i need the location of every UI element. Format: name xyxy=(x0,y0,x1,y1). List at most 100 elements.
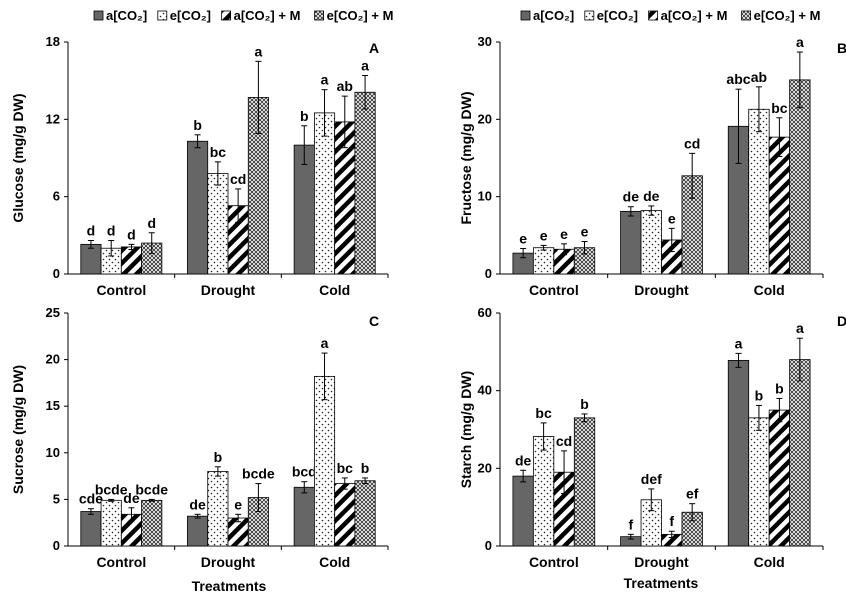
significance-letter: a xyxy=(321,335,329,351)
significance-letter: b xyxy=(775,380,784,396)
legend-swatch-striped xyxy=(221,10,232,21)
category-label: Control xyxy=(96,554,146,570)
significance-letter: a xyxy=(321,72,329,88)
panel-letter: D xyxy=(837,313,846,329)
bar xyxy=(187,515,209,547)
significance-letter: b xyxy=(361,460,370,476)
y-tick-label: 10 xyxy=(46,445,60,460)
significance-letter: b xyxy=(214,449,223,465)
bar xyxy=(768,409,791,547)
bar xyxy=(293,486,315,547)
category-label: Cold xyxy=(319,554,350,570)
significance-letter: def xyxy=(641,471,662,487)
significance-letter: bc xyxy=(337,460,354,476)
legend-swatch-dotted xyxy=(157,10,168,21)
legend-label: a[CO₂] + M xyxy=(234,8,301,23)
y-tick-label: 60 xyxy=(478,305,492,320)
significance-letter: de xyxy=(643,188,660,204)
category-label: Drought xyxy=(634,554,689,570)
y-tick-label: 20 xyxy=(478,460,492,475)
y-tick-label: 6 xyxy=(53,189,60,204)
bar xyxy=(80,243,102,275)
significance-letter: d xyxy=(87,222,96,238)
significance-letter: e xyxy=(234,496,242,512)
significance-letter: a xyxy=(361,58,369,74)
legend-swatch-solid xyxy=(520,10,531,21)
category-label: Cold xyxy=(319,282,350,298)
significance-letter: e xyxy=(581,224,589,240)
y-axis-label: Fructose (mg/g DW) xyxy=(458,92,474,225)
significance-letter: a xyxy=(796,34,804,50)
legend-swatch-crosshatch xyxy=(741,10,751,21)
significance-letter: bcde xyxy=(242,466,275,482)
x-axis-title: Treatments xyxy=(624,575,699,591)
legend-swatch-striped xyxy=(648,10,658,21)
bar xyxy=(141,499,163,547)
category-label: Control xyxy=(529,554,579,570)
significance-letter: abc xyxy=(726,71,750,87)
bar xyxy=(789,79,811,275)
legend-label: e[CO₂] + M xyxy=(327,8,394,23)
y-tick-label: 0 xyxy=(53,266,60,281)
category-label: Control xyxy=(529,282,579,298)
significance-letter: de xyxy=(623,189,640,205)
bar xyxy=(748,108,770,275)
y-tick-label: 25 xyxy=(46,305,60,320)
bar xyxy=(334,483,356,547)
significance-letter: bcde xyxy=(95,481,128,497)
significance-letter: b xyxy=(300,108,309,124)
significance-letter: a xyxy=(735,335,743,351)
significance-letter: a xyxy=(255,43,263,59)
y-tick-label: 12 xyxy=(46,111,60,126)
legend-label: a[CO₂] xyxy=(106,8,147,23)
significance-letter: e xyxy=(668,210,676,226)
bar xyxy=(187,140,209,275)
bar xyxy=(207,471,229,547)
significance-letter: ab xyxy=(337,78,353,94)
bar xyxy=(512,475,534,547)
significance-letter: de xyxy=(123,490,140,506)
x-axis-title: Treatments xyxy=(192,578,267,594)
bar xyxy=(727,359,750,547)
significance-letter: f xyxy=(628,516,633,532)
category-label: Drought xyxy=(201,554,256,570)
y-tick-label: 40 xyxy=(478,383,492,398)
legend-label: e[CO₂] xyxy=(597,8,638,23)
legend: a[CO₂] e[CO₂] a[CO₂] + M e[CO₂] + M xyxy=(93,8,394,23)
significance-letter: b xyxy=(755,387,764,403)
bar xyxy=(789,359,811,547)
y-tick-label: 20 xyxy=(478,111,492,126)
significance-letter: d xyxy=(107,222,116,238)
legend-label: e[CO₂] xyxy=(170,8,211,23)
bar xyxy=(620,210,642,275)
significance-letter: cd xyxy=(556,433,572,449)
category-label: Drought xyxy=(201,282,256,298)
significance-letter: f xyxy=(669,513,674,529)
category-label: Cold xyxy=(754,282,785,298)
y-axis-label: Glucose (mg/g DW) xyxy=(10,93,26,222)
bar xyxy=(120,246,143,275)
y-tick-label: 30 xyxy=(478,34,492,49)
panel-letter: B xyxy=(837,40,846,56)
significance-letter: b xyxy=(580,396,589,412)
bar xyxy=(640,210,662,275)
legend-swatch-crosshatch xyxy=(314,10,325,21)
y-tick-label: 10 xyxy=(478,189,492,204)
significance-letter: bcd xyxy=(292,464,317,480)
significance-letter: a xyxy=(796,320,804,336)
legend-label: a[CO₂] xyxy=(533,8,574,23)
significance-letter: cd xyxy=(684,135,700,151)
legend-swatch-dotted xyxy=(584,10,595,21)
significance-letter: e xyxy=(560,226,568,242)
y-axis-label: Starch (mg/g DW) xyxy=(458,371,474,488)
category-label: Drought xyxy=(634,282,689,298)
significance-letter: ef xyxy=(686,486,699,502)
y-tick-label: 15 xyxy=(46,398,60,413)
y-tick-label: 0 xyxy=(485,266,492,281)
significance-letter: bc xyxy=(535,405,552,421)
